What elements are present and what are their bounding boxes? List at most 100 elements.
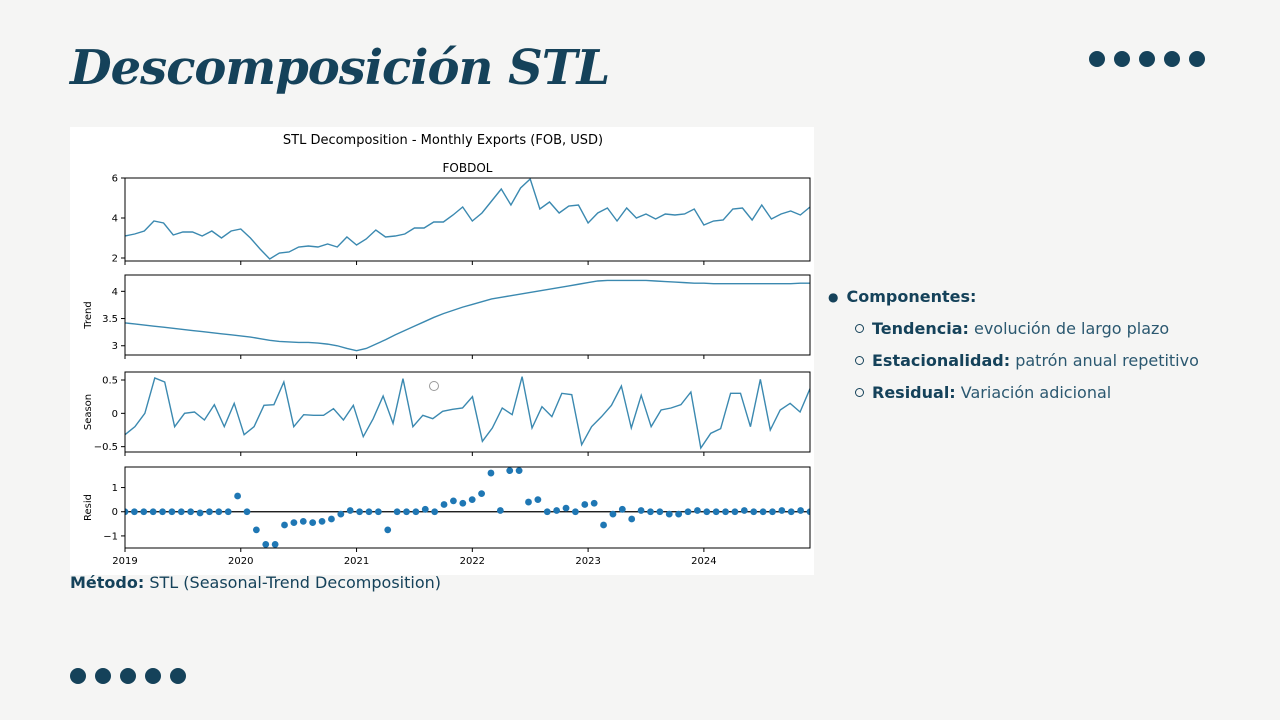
y-tick-label: −0.5 bbox=[94, 442, 118, 453]
stl-decomposition-chart: STL Decomposition - Monthly Exports (FOB… bbox=[83, 133, 811, 567]
resid-point bbox=[534, 496, 542, 504]
circle-bullet-icon bbox=[855, 387, 864, 397]
method-note: Método: STL (Seasonal-Trend Decompositio… bbox=[70, 573, 441, 592]
resid-point bbox=[694, 507, 701, 514]
resid-point bbox=[393, 508, 401, 516]
resid-point bbox=[553, 507, 561, 514]
resid-point bbox=[206, 508, 213, 516]
resid-point bbox=[337, 510, 345, 518]
x-tick-label: 2022 bbox=[460, 556, 485, 567]
y-axis-label: Resid bbox=[83, 494, 94, 521]
method-label: Método: bbox=[70, 573, 145, 592]
component-term: Estacionalidad: bbox=[872, 350, 1011, 370]
resid-point bbox=[496, 507, 504, 514]
component-item-residual: Residual: Variación adicional bbox=[855, 376, 1268, 408]
resid-point bbox=[525, 498, 532, 506]
component-desc: patrón anual repetitivo bbox=[1015, 350, 1199, 370]
resid-point bbox=[328, 515, 335, 523]
y-tick-label: 4 bbox=[112, 287, 118, 298]
resid-point bbox=[468, 496, 476, 504]
resid-point bbox=[703, 508, 711, 516]
resid-point bbox=[797, 507, 805, 514]
figure-title: STL Decomposition - Monthly Exports (FOB… bbox=[283, 133, 603, 148]
resid-point bbox=[459, 499, 467, 507]
panel-season: Season −0.5 0 0.5 bbox=[83, 371, 811, 456]
resid-point bbox=[140, 508, 148, 516]
component-desc: evolución de largo plazo bbox=[973, 318, 1170, 338]
x-tick-label: 2021 bbox=[344, 556, 369, 567]
resid-point bbox=[252, 526, 260, 534]
resid-point bbox=[609, 510, 617, 518]
resid-point bbox=[374, 508, 382, 516]
dot-icon bbox=[120, 668, 136, 684]
method-text: STL (Seasonal-Trend Decomposition) bbox=[149, 573, 441, 592]
circle-bullet-icon bbox=[855, 355, 864, 365]
resid-point bbox=[224, 508, 232, 516]
resid-point bbox=[562, 504, 570, 512]
resid-point bbox=[271, 540, 279, 548]
resid-point bbox=[281, 521, 288, 529]
x-tick-label: 2024 bbox=[691, 556, 716, 567]
panel-resid: Resid −1 0 1 2019 2020 2021 2022 2023 2024 bbox=[83, 466, 811, 567]
resid-point bbox=[787, 508, 795, 516]
resid-point bbox=[403, 508, 410, 516]
resid-point bbox=[412, 508, 420, 516]
resid-point bbox=[675, 510, 683, 518]
y-tick-label: 4 bbox=[112, 214, 118, 225]
y-tick-label: 1 bbox=[112, 483, 118, 494]
resid-point bbox=[750, 508, 758, 516]
panel-title: FOBDOL bbox=[443, 161, 493, 175]
component-item-trend: Tendencia: evolución de largo plazo bbox=[855, 312, 1268, 344]
components-list: Tendencia: evolución de largo plazo Esta… bbox=[828, 312, 1268, 408]
component-item-seasonality: Estacionalidad: patrón anual repetitivo bbox=[855, 344, 1268, 376]
component-desc: Variación adicional bbox=[960, 382, 1112, 402]
dot-icon bbox=[95, 668, 111, 684]
resid-point bbox=[234, 492, 242, 500]
y-tick-label: 3.5 bbox=[102, 314, 118, 325]
resid-point bbox=[130, 508, 138, 516]
stl-decomposition-figure: STL Decomposition - Monthly Exports (FOB… bbox=[70, 127, 814, 575]
resid-point bbox=[318, 518, 326, 525]
dot-icon bbox=[70, 668, 86, 684]
resid-point bbox=[299, 518, 307, 525]
resid-point bbox=[712, 508, 720, 516]
resid-point bbox=[478, 490, 485, 497]
resid-point bbox=[487, 469, 495, 477]
dot-icon bbox=[1114, 51, 1130, 67]
resid-point bbox=[196, 509, 204, 517]
resid-point bbox=[215, 508, 223, 516]
series-line-fobdol bbox=[125, 178, 810, 260]
decorative-dots-top bbox=[1089, 51, 1205, 67]
bullet-icon: ● bbox=[828, 289, 839, 304]
resid-point bbox=[187, 508, 195, 516]
resid-point bbox=[637, 507, 645, 514]
resid-point bbox=[572, 508, 579, 516]
resid-point bbox=[149, 508, 157, 516]
resid-point bbox=[600, 521, 607, 529]
y-tick-label: 0 bbox=[112, 409, 118, 420]
series-line-trend bbox=[125, 279, 810, 352]
x-tick-label: 2019 bbox=[112, 556, 137, 567]
resid-point bbox=[515, 467, 523, 475]
resid-point bbox=[159, 508, 166, 516]
resid-point bbox=[168, 508, 176, 516]
resid-point bbox=[262, 540, 270, 548]
decorative-dots-bottom bbox=[70, 668, 186, 684]
resid-point bbox=[384, 526, 392, 534]
dot-icon bbox=[1089, 51, 1105, 67]
resid-point bbox=[450, 497, 457, 505]
resid-point bbox=[684, 508, 692, 516]
resid-point bbox=[421, 505, 429, 513]
resid-point bbox=[647, 508, 654, 516]
dot-icon bbox=[1164, 51, 1180, 67]
dot-icon bbox=[170, 668, 186, 684]
dot-icon bbox=[145, 668, 161, 684]
resid-point bbox=[665, 510, 673, 518]
dot-icon bbox=[1189, 51, 1205, 67]
mouse-cursor bbox=[429, 381, 439, 391]
resid-point bbox=[125, 508, 129, 516]
chart-panels: FOBDOL 2 4 6 Trend 3 3.5 4 Season −0.5 0 0.5 Resid −1… bbox=[83, 161, 811, 567]
resid-point bbox=[356, 508, 363, 516]
series-line-season bbox=[125, 376, 810, 450]
component-term: Tendencia: bbox=[872, 318, 969, 338]
